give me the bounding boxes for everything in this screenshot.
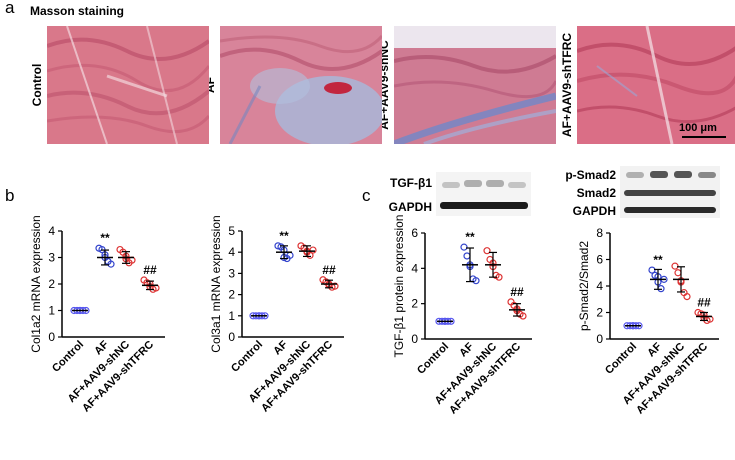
scale-bar <box>682 136 726 138</box>
masson-image-control <box>47 26 209 144</box>
significance-label: ** <box>465 230 475 244</box>
y-axis-label: p-Smad2/Smad2 <box>577 241 591 331</box>
y-tick-label: 4 <box>411 261 418 275</box>
data-point <box>657 285 665 293</box>
data-point <box>460 243 468 251</box>
y-tick-label: 8 <box>596 226 603 240</box>
chart-0 <box>58 230 165 338</box>
data-point <box>472 277 480 285</box>
panel-letter-c: c <box>362 186 371 205</box>
data-point <box>683 293 691 301</box>
blot-label-psmad2: p-Smad2 <box>565 168 616 182</box>
y-axis-label: TGF-β1 protein expression <box>392 215 406 358</box>
blot-image-smad2 <box>620 166 720 218</box>
y-tick-label: 2 <box>228 288 235 302</box>
data-point <box>483 247 491 255</box>
data-point <box>648 266 656 274</box>
y-axis-label: Col3a1 mRNA expression <box>209 215 223 352</box>
y-tick-label: 4 <box>228 245 235 259</box>
panel-letter-b: b <box>5 186 15 205</box>
panel-letter-a: a <box>5 0 15 17</box>
chart-3 <box>606 232 719 340</box>
y-tick-label: 1 <box>228 309 235 323</box>
data-point <box>671 262 679 270</box>
staining-title: Masson staining <box>30 4 125 18</box>
y-tick-label: 0 <box>596 332 603 346</box>
significance-label: ** <box>279 229 289 243</box>
y-tick-label: 0 <box>411 332 418 346</box>
y-tick-label: 6 <box>411 226 418 240</box>
x-tick-label: Control <box>50 339 86 375</box>
significance-label: ## <box>143 263 157 277</box>
y-tick-label: 2 <box>48 277 55 291</box>
y-tick-label: 6 <box>596 253 603 267</box>
y-tick-label: 4 <box>48 224 55 238</box>
masson-image-af <box>220 26 382 144</box>
data-point <box>309 246 317 254</box>
chart-1 <box>238 230 344 338</box>
y-tick-label: 3 <box>228 266 235 280</box>
data-point <box>463 252 471 260</box>
x-tick-label: Control <box>603 341 639 377</box>
y-tick-label: 2 <box>411 297 418 311</box>
significance-label: ** <box>653 253 663 267</box>
y-tick-label: 4 <box>596 279 603 293</box>
data-point <box>107 260 115 268</box>
y-tick-label: 0 <box>228 330 235 344</box>
blot-label-tgfb1: TGF-β1 <box>390 176 432 190</box>
y-tick-label: 3 <box>48 251 55 265</box>
blot-label-gapdh-1: GAPDH <box>388 200 432 214</box>
significance-label: ## <box>697 296 711 310</box>
y-tick-label: 2 <box>596 306 603 320</box>
blot-image-tgfb1 <box>436 172 531 216</box>
scale-bar-label: 100 μm <box>679 122 717 134</box>
significance-label: ## <box>510 285 524 299</box>
x-tick-label: Control <box>229 339 265 375</box>
y-axis-label: Col1a2 mRNA expression <box>29 215 43 352</box>
data-point <box>331 282 339 290</box>
y-tick-label: 0 <box>48 330 55 344</box>
blot-label-smad2: Smad2 <box>576 186 616 200</box>
significance-label: ## <box>322 263 336 277</box>
significance-label: ** <box>100 231 110 245</box>
blot-label-gapdh-2: GAPDH <box>572 204 616 218</box>
x-tick-label: Control <box>415 341 451 377</box>
masson-image-shnc <box>394 26 556 144</box>
masson-image-shtfrc <box>577 26 735 144</box>
y-tick-label: 1 <box>48 304 55 318</box>
chart-2 <box>421 232 532 340</box>
data-point <box>674 269 682 277</box>
y-tick-label: 5 <box>228 224 235 238</box>
